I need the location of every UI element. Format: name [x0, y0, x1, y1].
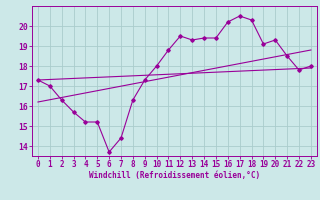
X-axis label: Windchill (Refroidissement éolien,°C): Windchill (Refroidissement éolien,°C) [89, 171, 260, 180]
